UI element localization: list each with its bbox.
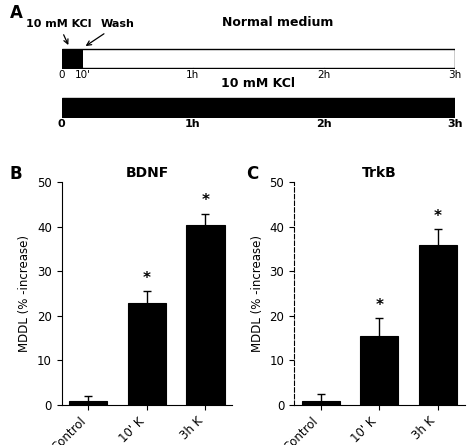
Text: 10 mM KCl: 10 mM KCl <box>26 20 91 44</box>
Text: 2h: 2h <box>316 119 332 129</box>
Y-axis label: MDDL (% -increase): MDDL (% -increase) <box>251 235 264 352</box>
Y-axis label: MDDL (% -increase): MDDL (% -increase) <box>18 235 31 352</box>
Text: 2h: 2h <box>318 70 331 80</box>
Bar <box>62 49 83 68</box>
Bar <box>360 336 398 405</box>
Bar <box>186 225 225 405</box>
Text: *: * <box>143 271 151 286</box>
Text: 10': 10' <box>75 70 91 80</box>
Bar <box>128 303 166 405</box>
Text: 10 mM KCl: 10 mM KCl <box>221 77 295 90</box>
Text: B: B <box>9 165 22 182</box>
Text: A: A <box>9 4 22 22</box>
Text: *: * <box>375 298 383 313</box>
Text: *: * <box>434 209 442 224</box>
Text: 0: 0 <box>58 119 65 129</box>
Text: Normal medium: Normal medium <box>222 16 334 29</box>
Text: 1h: 1h <box>186 70 199 80</box>
Title: BDNF: BDNF <box>125 166 169 180</box>
Title: TrkB: TrkB <box>362 166 397 180</box>
Text: 0: 0 <box>58 70 65 80</box>
Bar <box>301 400 340 405</box>
Text: C: C <box>246 165 259 182</box>
Bar <box>419 245 457 405</box>
Text: 3h: 3h <box>447 119 463 129</box>
Text: Wash: Wash <box>87 20 135 45</box>
Text: 3h: 3h <box>448 70 462 80</box>
Text: 1h: 1h <box>185 119 201 129</box>
Text: *: * <box>201 193 210 208</box>
Bar <box>69 400 108 405</box>
